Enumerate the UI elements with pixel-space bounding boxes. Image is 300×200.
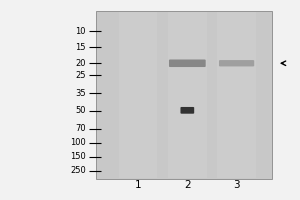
Text: 20: 20 [75,59,86,68]
Text: 250: 250 [70,166,86,175]
FancyBboxPatch shape [219,60,254,66]
FancyBboxPatch shape [181,107,194,114]
Text: 150: 150 [70,152,86,161]
Text: 2: 2 [184,180,190,190]
Bar [96,11,272,179]
FancyBboxPatch shape [169,59,206,67]
Text: 1: 1 [135,180,141,190]
Bar [217,12,256,178]
Text: 35: 35 [75,89,86,98]
Text: 3: 3 [233,180,240,190]
Text: 15: 15 [75,43,86,52]
Bar [168,12,207,178]
Text: 10: 10 [75,27,86,36]
Bar [118,12,158,178]
Text: 70: 70 [75,124,86,133]
Text: 50: 50 [75,106,86,115]
Text: 25: 25 [75,71,86,80]
Text: 100: 100 [70,138,86,147]
